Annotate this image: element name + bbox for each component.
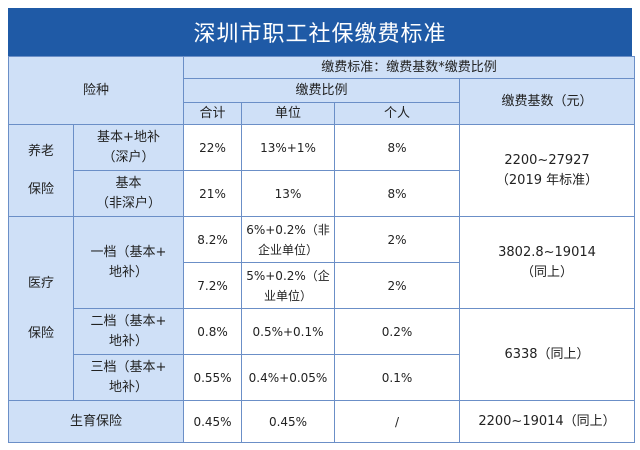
medical-tier3-total: 0.55% [183,354,243,401]
pension-non-shenzhen-employer: 13% [241,170,336,217]
medical-tier3: 三档（基本+ 地补） [72,354,185,401]
pension-sub-non-shenzhen-line2: （非深户） [96,195,162,211]
medical-tier1-enterprise-employer-line2: 业单位） [264,288,313,303]
medical-tier2-personal: 0.2% [334,308,461,355]
medical-tier1-base-line1: 3802.8~19014 [498,244,596,260]
medical-tier1-nonenterprise-employer-line1: 6%+0.2%（非 [246,222,330,237]
medical-tier3-personal: 0.1% [334,354,461,401]
pension-sub-shenzhen-line2: （深户） [102,149,155,165]
header-base: 缴费基数（元） [459,78,636,125]
medical-tier2-employer: 0.5%+0.1% [241,308,336,355]
maternity-employer: 0.45% [241,400,336,443]
header-personal: 个人 [334,102,461,125]
medical-tier2-total: 0.8% [183,308,243,355]
pension-label-top: 养老 [27,143,54,159]
medical-tier1-line1: 一档（基本+ [90,244,167,260]
pension-label-bottom: 保险 [27,181,54,197]
pension-non-shenzhen-personal: 8% [334,170,461,217]
pension-shenzhen-total: 22% [183,124,243,171]
pension-base: 2200~27927 （2019 年标准） [459,124,636,217]
pension-sub-shenzhen: 基本+地补 （深户） [72,124,185,171]
medical-label-bottom: 保险 [27,325,54,341]
header-employer: 单位 [241,102,336,125]
pension-sub-shenzhen-line1: 基本+地补 [97,129,160,145]
medical-tier1-enterprise-total: 7.2% [183,262,243,309]
pension-non-shenzhen-total: 21% [183,170,243,217]
pension-shenzhen-employer: 13%+1% [241,124,336,171]
header-ratio: 缴费比例 [183,78,461,103]
medical-label-top: 医疗 [27,275,54,291]
pension-base-line1: 2200~27927 [504,152,590,168]
maternity-label: 生育保险 [7,400,185,443]
medical-tier2-line1: 二档（基本+ [90,313,167,329]
medical-tier1-base: 3802.8~19014 （同上） [459,216,636,309]
medical-tier1: 一档（基本+ 地补） [72,216,185,309]
header-risk-type: 险种 [7,56,185,125]
pension-sub-non-shenzhen-line1: 基本 [115,175,142,191]
medical-tier3-line1: 三档（基本+ [90,359,167,375]
medical-tier1-base-line2: （同上） [521,264,574,280]
medical-tier3-line2: 地补） [109,379,149,395]
medical-tier1-enterprise-personal: 2% [334,262,461,309]
page-title: 深圳市职工社保缴费标准 [8,8,632,56]
medical-tier1-nonenterprise-total: 8.2% [183,216,243,263]
medical-tier1-enterprise-employer: 5%+0.2%（企 业单位） [241,262,336,309]
medical-tier2: 二档（基本+ 地补） [72,308,185,355]
header-total: 合计 [183,102,243,125]
medical-tier2-line2: 地补） [109,333,149,349]
pension-label: 养老 保险 [8,124,74,217]
medical-tier1-nonenterprise-personal: 2% [334,216,461,263]
maternity-total: 0.45% [183,400,243,443]
medical-tier1-line2: 地补） [109,264,149,280]
medical-label: 医疗 保险 [8,216,74,401]
medical-tier3-employer: 0.4%+0.05% [241,354,336,401]
medical-tier23-base: 6338（同上） [459,308,636,401]
medical-tier1-nonenterprise-employer: 6%+0.2%（非 企业单位） [241,216,336,263]
maternity-base: 2200~19014（同上） [459,400,636,443]
medical-tier1-nonenterprise-employer-line2: 企业单位） [258,242,319,257]
header-standard: 缴费标准：缴费基数*缴费比例 [183,56,636,79]
maternity-personal: / [334,400,461,443]
pension-shenzhen-personal: 8% [334,124,461,171]
pension-base-line2: （2019 年标准） [495,172,599,188]
pension-sub-non-shenzhen: 基本 （非深户） [72,170,185,217]
medical-tier1-enterprise-employer-line1: 5%+0.2%（企 [246,268,330,283]
contribution-table: 险种 缴费标准：缴费基数*缴费比例 缴费比例 缴费基数（元） 合计 单位 个人 … [7,56,636,443]
